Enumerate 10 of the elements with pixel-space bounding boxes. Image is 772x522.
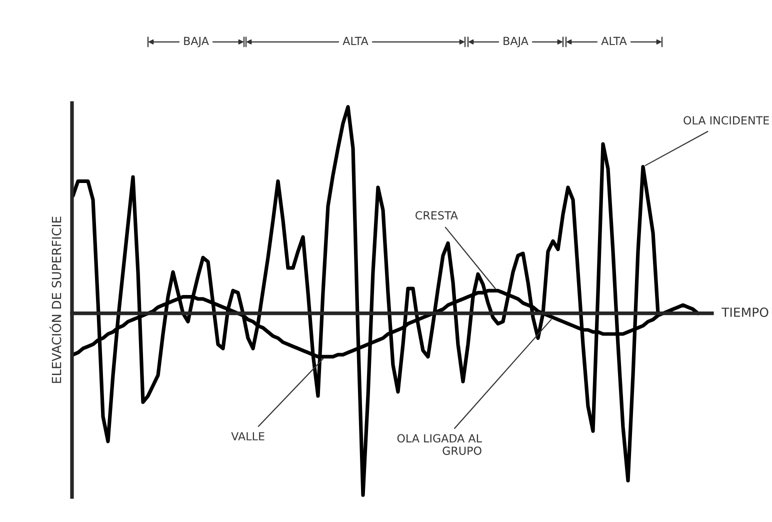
y-axis-title: ELEVACIÓN DE SUPERFICIE: [50, 216, 62, 383]
text: ALTA: [601, 36, 627, 45]
annotation: CRESTA: [416, 211, 458, 220]
annotation: OLA INCIDENTE: [684, 116, 769, 125]
text: BAJA: [184, 36, 209, 48]
annotation: OLA LIGADA AL GRUPO: [397, 434, 482, 455]
text: BAJA: [504, 36, 528, 48]
text: ALTA: [342, 36, 368, 45]
x-axis-title: TIEMPO: [722, 308, 768, 317]
annotation: VALLE: [231, 432, 264, 440]
